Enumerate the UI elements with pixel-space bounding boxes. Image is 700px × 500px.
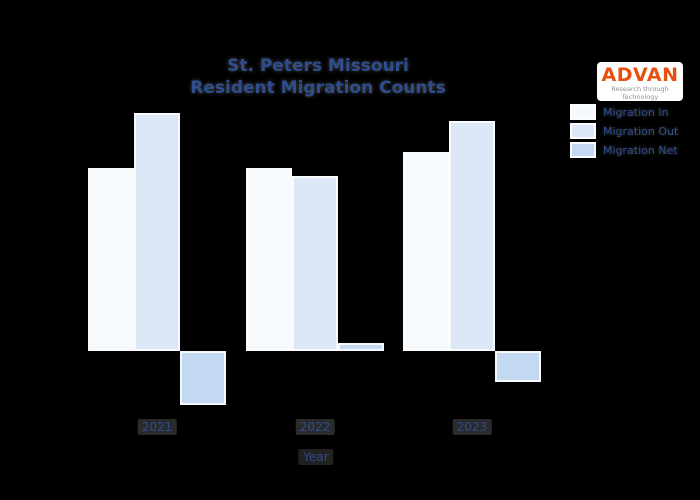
- advan-logo-tagline: Research through Technology: [611, 85, 669, 101]
- bar-migration-net-2021: [180, 351, 226, 405]
- legend-item-migration-in: Migration In: [570, 103, 678, 121]
- chart-title-line2: Resident Migration Counts: [190, 78, 446, 98]
- legend: Migration In Migration Out Migration Net: [570, 103, 678, 160]
- bar-migration-out-2022: [292, 176, 338, 351]
- bar-migration-in-2023: [403, 152, 449, 351]
- bar-migration-out-2023: [449, 121, 495, 351]
- x-axis-ticks: 2021 2022 2023: [0, 419, 700, 437]
- bar-migration-out-2021: [134, 113, 180, 351]
- bar-migration-in-2022: [246, 168, 292, 351]
- legend-label: Migration Net: [603, 143, 678, 157]
- chart-title-line1: St. Peters Missouri: [227, 56, 409, 76]
- legend-label: Migration In: [603, 105, 669, 119]
- x-axis-title: Year: [298, 449, 334, 465]
- x-tick-label-2021: 2021: [137, 419, 177, 435]
- legend-swatch-migration-in: [570, 104, 596, 120]
- advan-logo-wordmark: ADVAN: [601, 64, 679, 86]
- chart-title: St. Peters Missouri Resident Migration C…: [190, 55, 445, 99]
- bar-migration-net-2023: [495, 351, 541, 382]
- x-tick-label-2022: 2022: [295, 419, 335, 435]
- legend-item-migration-net: Migration Net: [570, 141, 678, 159]
- x-tick-label-2023: 2023: [452, 419, 492, 435]
- bar-migration-in-2021: [88, 168, 134, 351]
- legend-label: Migration Out: [603, 124, 679, 138]
- legend-swatch-migration-net: [570, 142, 596, 158]
- advan-logo: ADVAN Research through Technology: [597, 62, 683, 101]
- legend-swatch-migration-out: [570, 123, 596, 139]
- bar-migration-net-2022: [338, 343, 384, 351]
- legend-item-migration-out: Migration Out: [570, 122, 678, 140]
